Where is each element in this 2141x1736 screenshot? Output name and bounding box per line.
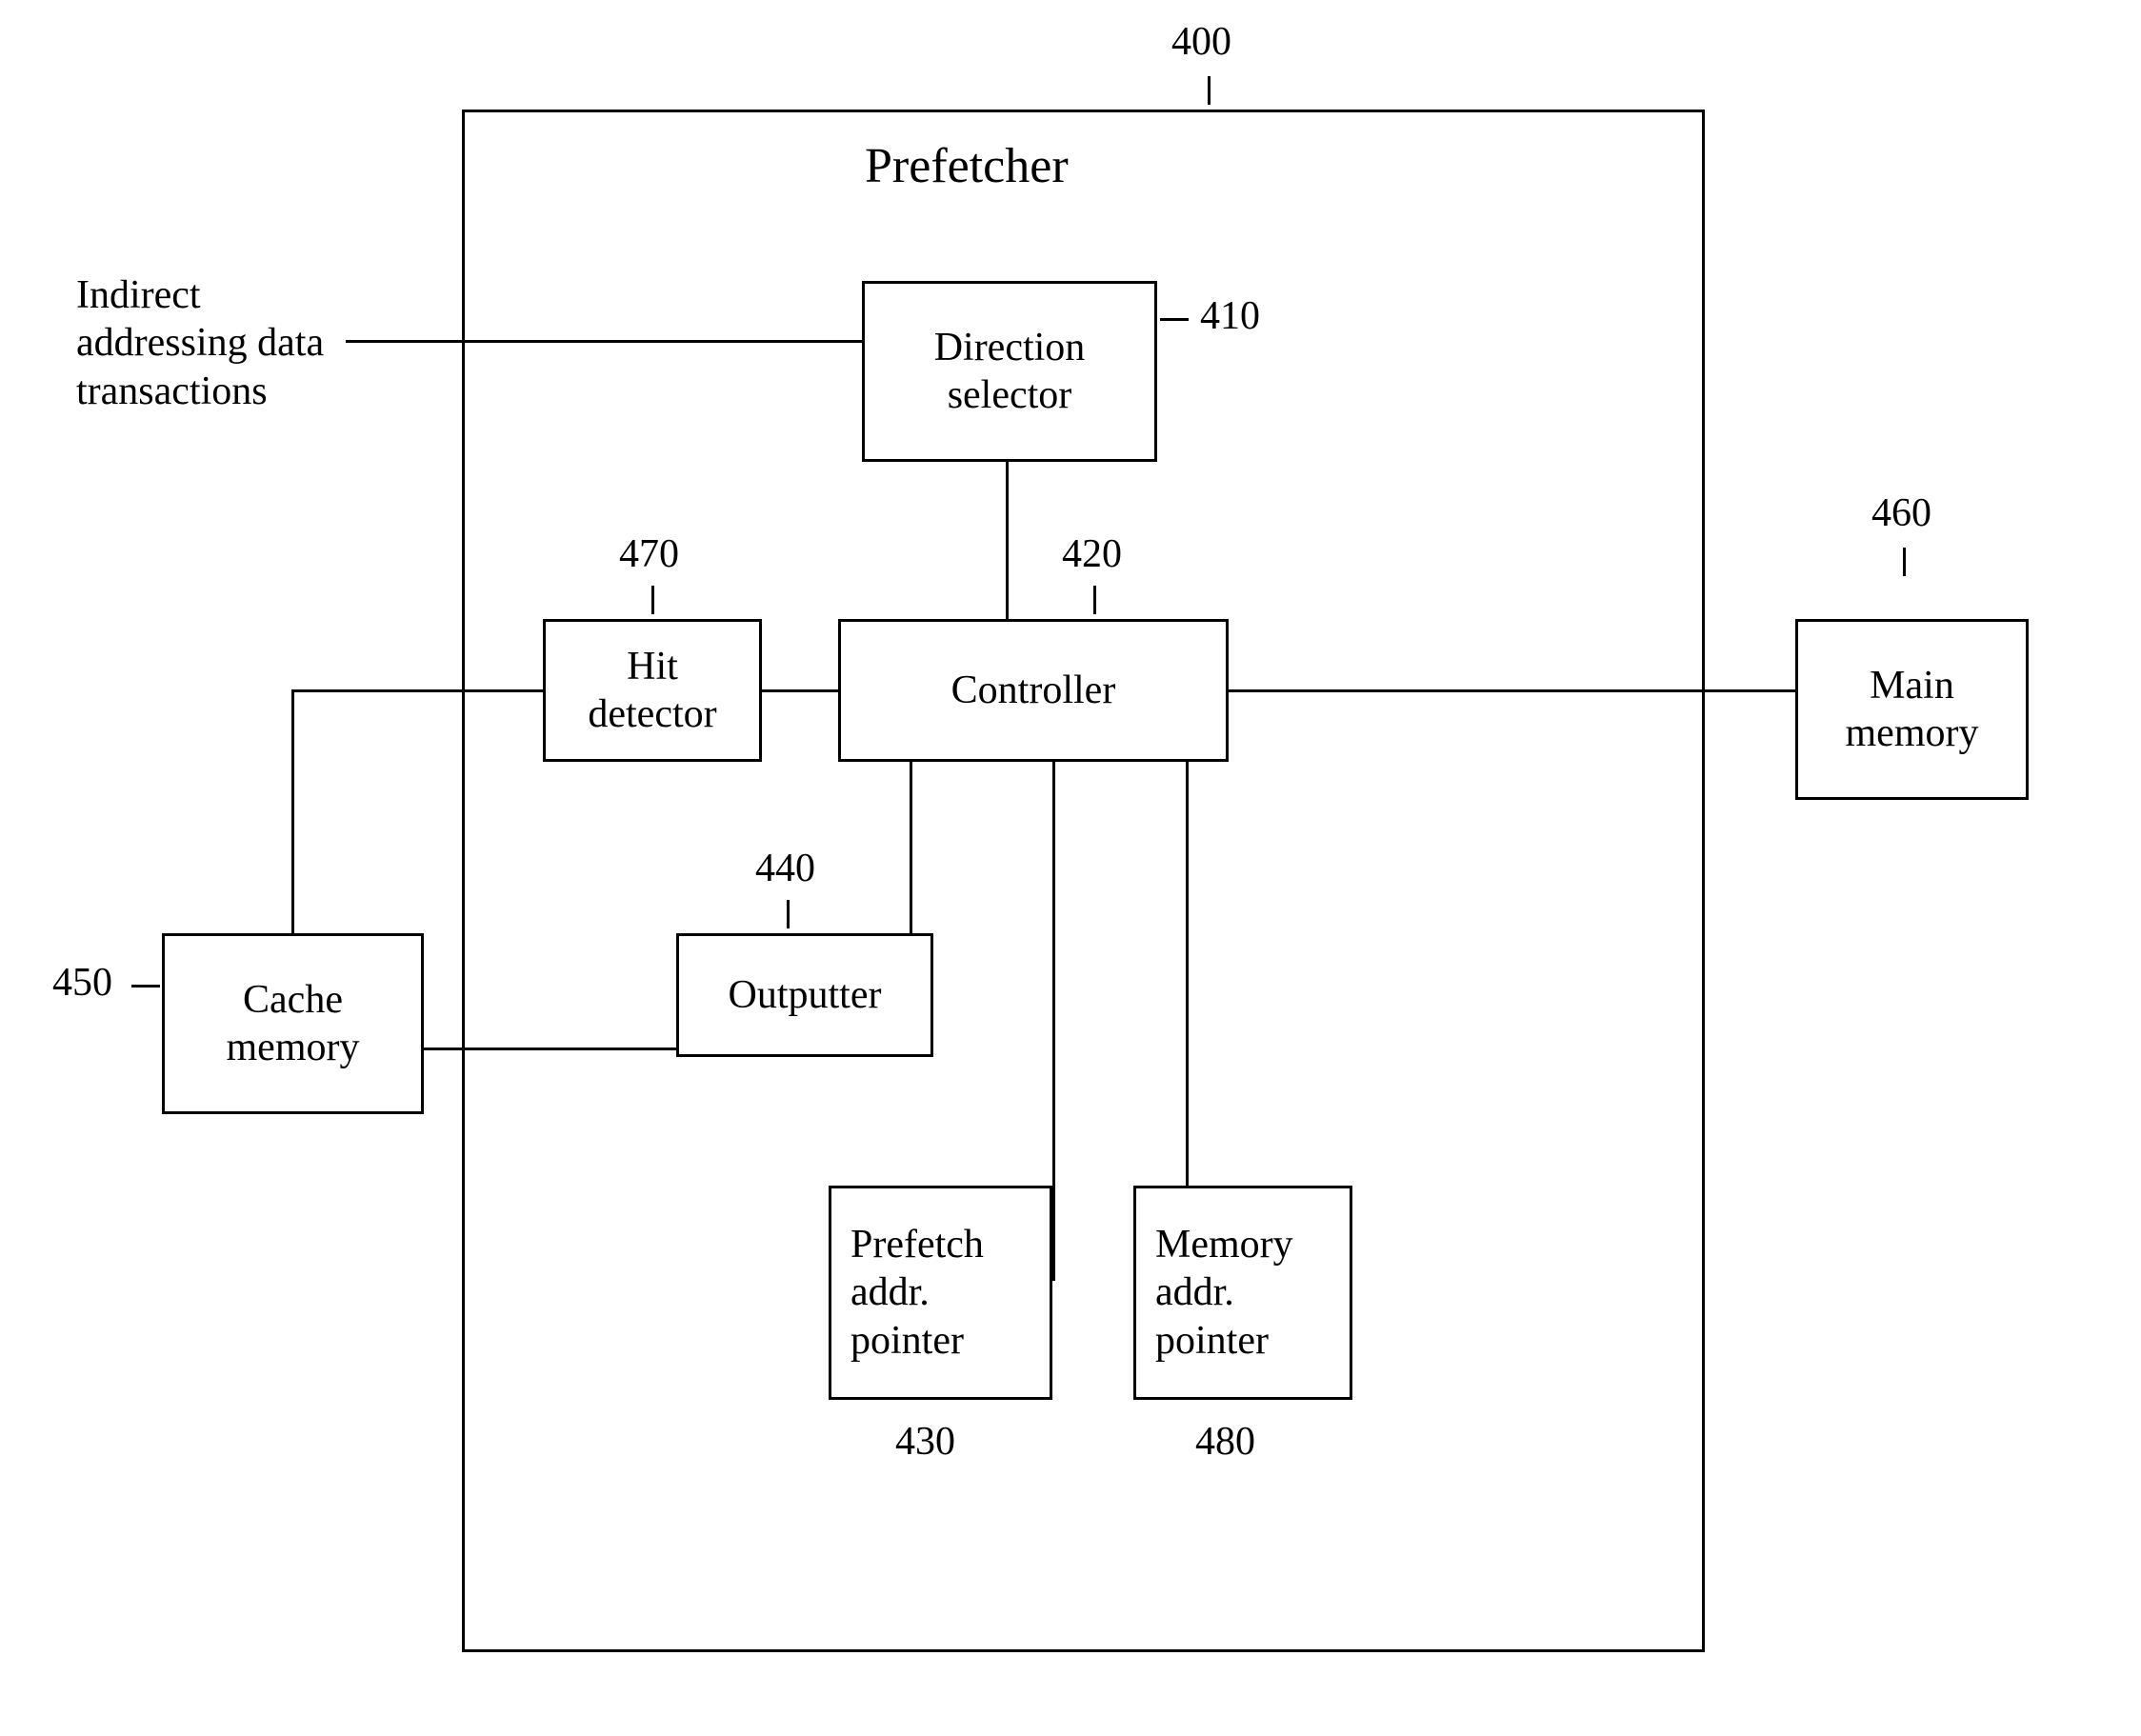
- main-memory-box: Mainmemory: [1795, 619, 2029, 800]
- memory-pointer-label: Memoryaddr.pointer: [1155, 1221, 1293, 1365]
- edge-controller-to-mainmemory: [1229, 689, 1795, 692]
- main-memory-label: Mainmemory: [1846, 662, 1979, 758]
- edge-controller-to-outputter: [910, 762, 912, 933]
- tick-470: [651, 586, 654, 614]
- ref-400: 400: [1171, 19, 1231, 65]
- prefetch-pointer-box: Prefetchaddr.pointer: [829, 1186, 1052, 1400]
- hit-detector-box: Hitdetector: [543, 619, 762, 762]
- external-label: Indirectaddressing datatransactions: [76, 271, 381, 415]
- edge-external-to-direction: [346, 340, 862, 343]
- edge-cache-to-outputter: [424, 1048, 676, 1050]
- ref-470: 470: [619, 531, 679, 577]
- hit-detector-label: Hitdetector: [588, 643, 716, 739]
- tick-440: [787, 900, 790, 928]
- controller-box: Controller: [838, 619, 1229, 762]
- external-label-text: Indirectaddressing datatransactions: [76, 273, 324, 413]
- ref-480: 480: [1195, 1419, 1255, 1465]
- ref-420: 420: [1062, 531, 1122, 577]
- tick-460: [1903, 548, 1906, 576]
- ref-460: 460: [1871, 490, 1931, 536]
- ref-440: 440: [755, 846, 815, 891]
- direction-selector-box: Directionselector: [862, 281, 1157, 462]
- tick-400: [1208, 76, 1211, 105]
- direction-selector-label: Directionselector: [934, 324, 1086, 420]
- memory-pointer-box: Memoryaddr.pointer: [1133, 1186, 1352, 1400]
- tick-410: [1160, 318, 1189, 321]
- cache-memory-box: Cachememory: [162, 933, 424, 1114]
- tick-420: [1093, 586, 1096, 614]
- block-diagram: Prefetcher 400 Indirectaddressing datatr…: [0, 0, 2141, 1736]
- ref-430: 430: [895, 1419, 955, 1465]
- prefetch-pointer-label: Prefetchaddr.pointer: [850, 1221, 984, 1365]
- edge-direction-to-controller: [1006, 462, 1009, 619]
- tick-450: [131, 985, 160, 988]
- edge-hitdetector-to-controller: [762, 689, 838, 692]
- edge-controller-to-memptr: [1186, 762, 1189, 1186]
- edge-cache-up: [291, 689, 294, 933]
- ref-410: 410: [1200, 293, 1260, 339]
- outputter-box: Outputter: [676, 933, 933, 1057]
- edge-cache-to-hitdetector: [291, 689, 543, 692]
- cache-memory-label: Cachememory: [227, 976, 360, 1072]
- controller-label: Controller: [951, 667, 1116, 714]
- ref-450: 450: [52, 960, 112, 1006]
- outputter-label: Outputter: [729, 971, 882, 1019]
- prefetcher-title: Prefetcher: [865, 138, 1069, 194]
- edge-controller-to-prefetch: [1052, 762, 1055, 1281]
